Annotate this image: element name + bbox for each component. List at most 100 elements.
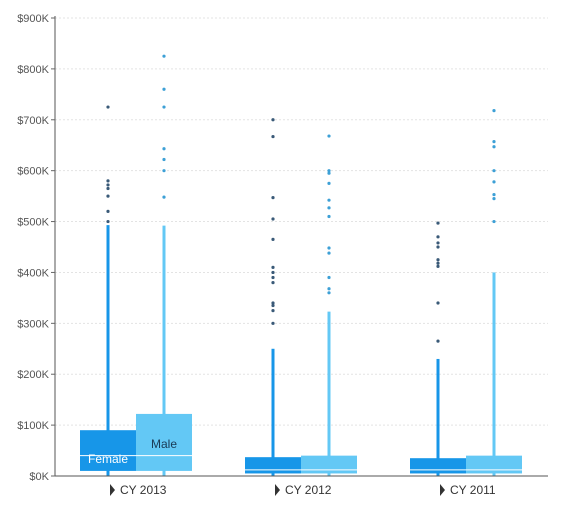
outlier-point [327, 198, 331, 202]
x-axis: CY 2013 CY 2012 CY 2011 [55, 475, 548, 497]
outlier-point [271, 270, 275, 275]
box-body [301, 455, 357, 474]
whisker [436, 358, 440, 476]
box-body [245, 457, 301, 474]
y-tick-label: $800K [17, 64, 49, 76]
outlier-point [106, 183, 110, 187]
y-tick-label: $300K [17, 318, 49, 330]
triangle-right-icon[interactable] [440, 484, 445, 496]
outlier-point [492, 192, 496, 197]
outlier-point [106, 179, 110, 183]
outlier-point [327, 246, 331, 250]
outlier-point [271, 301, 275, 305]
whisker [492, 272, 496, 476]
outlier-point [106, 219, 110, 224]
outlier-point [327, 214, 331, 219]
box-male-cy-2012 [301, 134, 357, 476]
outlier-point [327, 275, 331, 280]
whisker [106, 225, 110, 476]
triangle-right-icon[interactable] [275, 484, 280, 496]
outlier-point [271, 309, 275, 313]
y-tick-label: $200K [17, 369, 49, 381]
outlier-point [271, 275, 275, 280]
outlier-point [327, 251, 331, 255]
outlier-point [436, 245, 440, 249]
y-tick-label: $400K [17, 267, 49, 279]
outlier-point [327, 287, 331, 291]
y-tick-label: $900K [17, 13, 49, 25]
box-female-cy-2011 [410, 221, 466, 476]
boxes: Female Male [80, 54, 522, 476]
outlier-point [162, 195, 166, 199]
outlier-point [492, 109, 496, 113]
outlier-point [492, 180, 496, 184]
outlier-point [436, 264, 440, 268]
category-label-group[interactable]: CY 2011 [440, 483, 496, 497]
outlier-point [162, 87, 166, 91]
outlier-point [271, 321, 275, 325]
y-tick-label: $500K [17, 217, 49, 229]
gridlines [55, 17, 548, 426]
box-body [410, 458, 466, 474]
box-male-cy-2011 [466, 109, 522, 476]
outlier-point [271, 118, 275, 122]
outlier-point [271, 281, 275, 285]
outlier-point [162, 147, 166, 151]
box-body [136, 413, 192, 471]
outlier-point [106, 194, 110, 198]
outlier-point [436, 221, 440, 225]
outlier-point [327, 134, 331, 138]
outlier-point [492, 219, 496, 224]
y-tick-label: $100K [17, 420, 49, 432]
series-label: Male [151, 437, 177, 451]
outlier-point [271, 265, 275, 269]
outlier-point [271, 217, 275, 221]
outlier-point [327, 181, 331, 185]
box-male-cy-2013: Male [136, 54, 192, 476]
outlier-point [271, 134, 275, 139]
whisker [271, 348, 275, 476]
outlier-point [162, 157, 166, 162]
outlier-point [271, 237, 275, 241]
outlier-point [327, 291, 331, 295]
category-label: CY 2013 [120, 483, 167, 497]
outlier-point [327, 206, 331, 210]
series-label: Female [88, 452, 128, 466]
whisker [162, 225, 166, 476]
category-label-group[interactable]: CY 2013 [110, 483, 167, 497]
outlier-point [106, 209, 110, 213]
y-tick-label: $600K [17, 166, 49, 178]
outlier-point [106, 186, 110, 191]
outlier-point [271, 303, 275, 308]
outlier-point [327, 171, 331, 175]
y-tick-label: $700K [17, 115, 49, 127]
outlier-point [162, 169, 166, 173]
category-label-group[interactable]: CY 2012 [275, 483, 332, 497]
y-tick-label: $0K [29, 471, 49, 483]
outlier-point [492, 145, 496, 149]
y-axis: $0K $100K $200K $300K $400K $500K $600K $700K $8… [17, 13, 56, 483]
box-female-cy-2012 [245, 118, 301, 476]
outlier-point [106, 105, 110, 109]
outlier-point [492, 169, 496, 173]
outlier-point [436, 241, 440, 245]
box-body [80, 430, 136, 471]
outlier-point [327, 169, 331, 173]
whisker [327, 311, 331, 476]
triangle-right-icon[interactable] [110, 484, 115, 496]
outlier-point [162, 105, 166, 109]
category-label: CY 2011 [450, 483, 496, 497]
outlier-point [436, 258, 440, 262]
outlier-point [436, 339, 440, 343]
outlier-point [436, 235, 440, 239]
box-body [466, 455, 522, 474]
outlier-point [436, 301, 440, 305]
box-female-cy-2013: Female [80, 105, 136, 476]
outlier-point [436, 261, 440, 265]
outlier-point [271, 196, 275, 200]
category-label: CY 2012 [285, 483, 332, 497]
outlier-point [162, 54, 166, 58]
outlier-point [492, 197, 496, 201]
